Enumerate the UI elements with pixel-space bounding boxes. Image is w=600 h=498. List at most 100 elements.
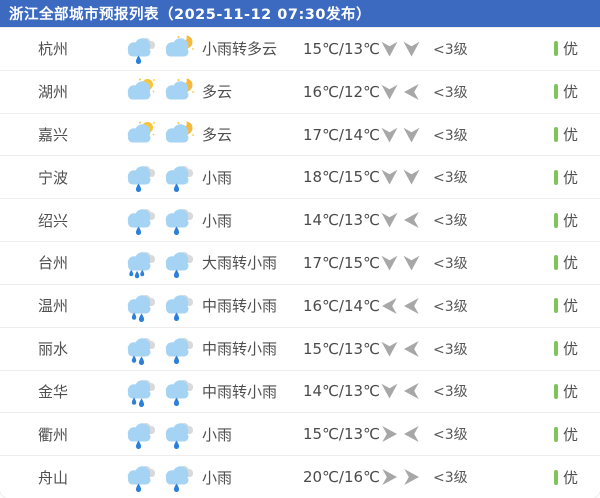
weather-icon-night bbox=[162, 75, 195, 108]
temperature-range: 15℃/13℃ bbox=[303, 339, 380, 358]
forecast-row: 嘉兴 多云 17℃/14℃ <3级 优 bbox=[0, 112, 600, 156]
city-name[interactable]: 衢州 bbox=[38, 425, 69, 444]
wind-arrows bbox=[381, 297, 430, 314]
forecast-row: 湖州 多云 16℃/12℃ <3级 优 bbox=[0, 69, 600, 113]
wind-arrows bbox=[381, 169, 430, 185]
city-name[interactable]: 绍兴 bbox=[38, 211, 69, 230]
weather-description: 中雨转小雨 bbox=[202, 340, 278, 359]
city-name[interactable]: 金华 bbox=[38, 382, 69, 401]
city-name[interactable]: 宁波 bbox=[38, 168, 69, 187]
aqi-badge[interactable]: 优 bbox=[554, 167, 600, 188]
weather-description: 中雨转小雨 bbox=[202, 382, 278, 401]
aqi-badge[interactable]: 优 bbox=[554, 252, 600, 273]
forecast-row: 宁波 小雨 18℃/15℃ <3级 优 bbox=[0, 155, 600, 199]
weather-icons bbox=[124, 75, 202, 108]
aqi-badge[interactable]: 优 bbox=[554, 124, 600, 145]
city-name[interactable]: 湖州 bbox=[38, 83, 69, 102]
light-rain-icon bbox=[165, 466, 193, 493]
weather-icons bbox=[124, 247, 202, 279]
wind-arrows bbox=[381, 83, 430, 100]
temperature-range: 16℃/12℃ bbox=[303, 82, 380, 101]
weather-description: 小雨 bbox=[202, 425, 233, 444]
aqi-badge[interactable]: 优 bbox=[554, 381, 600, 402]
aqi-label: 优 bbox=[563, 425, 579, 444]
forecast-row: 杭州 小雨转多云 15℃/13℃ <3级 优 bbox=[0, 27, 600, 70]
light-rain-icon bbox=[127, 466, 155, 493]
aqi-badge[interactable]: 优 bbox=[554, 38, 600, 59]
weather-icon-day bbox=[124, 461, 157, 493]
aqi-label: 优 bbox=[563, 211, 579, 230]
weather-icon-day bbox=[124, 418, 157, 450]
aqi-level-bar bbox=[554, 426, 558, 442]
cloudy-night-icon bbox=[165, 118, 194, 143]
wind-arrows bbox=[381, 41, 430, 57]
weather-icon-day bbox=[124, 33, 157, 65]
weather-icons bbox=[124, 333, 202, 365]
aqi-level-bar bbox=[554, 383, 558, 399]
aqi-badge[interactable]: 优 bbox=[554, 424, 600, 445]
weather-icon-day bbox=[124, 76, 157, 108]
wind-level: <3级 bbox=[433, 298, 468, 315]
forecast-row: 绍兴 小雨 14℃/13℃ <3级 优 bbox=[0, 198, 600, 242]
moderate-rain-icon bbox=[127, 294, 155, 322]
weather-icons bbox=[124, 461, 202, 493]
card-title: 浙江全部城市预报列表（2025-11-12 07:30发布） bbox=[9, 7, 371, 23]
city-name[interactable]: 杭州 bbox=[38, 40, 69, 59]
wind-level: <3级 bbox=[433, 170, 468, 187]
weather-icons bbox=[124, 290, 202, 322]
weather-icon-night bbox=[162, 375, 195, 407]
light-rain-icon bbox=[165, 209, 193, 236]
aqi-level-bar bbox=[554, 255, 558, 271]
weather-icon-day bbox=[124, 119, 157, 151]
weather-icons bbox=[124, 32, 202, 65]
cloudy-day-icon bbox=[127, 78, 155, 100]
light-rain-icon bbox=[127, 166, 155, 193]
wind-direction-down-icon bbox=[403, 170, 420, 185]
weather-description: 中雨转小雨 bbox=[202, 297, 278, 316]
light-rain-icon bbox=[165, 294, 193, 321]
forecast-row: 舟山 小雨 20℃/16℃ <3级 优 bbox=[0, 455, 600, 498]
city-name[interactable]: 舟山 bbox=[38, 468, 69, 487]
weather-icon-day bbox=[124, 290, 157, 322]
wind-direction-left-icon bbox=[404, 426, 419, 443]
weather-icon-night bbox=[162, 247, 195, 279]
light-rain-icon bbox=[165, 380, 193, 407]
weather-description: 小雨 bbox=[202, 468, 233, 487]
wind-direction-down-icon bbox=[381, 341, 398, 357]
aqi-level-bar bbox=[554, 41, 558, 57]
light-rain-icon bbox=[165, 337, 193, 364]
forecast-row: 台州 大雨转小雨 17℃/15℃ <3级 优 bbox=[0, 241, 600, 284]
wind-direction-right-icon bbox=[382, 426, 397, 443]
aqi-badge[interactable]: 优 bbox=[554, 81, 600, 102]
light-rain-icon bbox=[165, 166, 193, 193]
moderate-rain-icon bbox=[127, 337, 155, 365]
aqi-badge[interactable]: 优 bbox=[554, 210, 600, 231]
weather-icons bbox=[124, 161, 202, 193]
light-rain-icon bbox=[165, 423, 193, 450]
wind-direction-down-icon bbox=[381, 170, 398, 185]
wind-direction-down-icon bbox=[381, 84, 398, 100]
wind-arrows bbox=[381, 340, 430, 357]
aqi-badge[interactable]: 优 bbox=[554, 467, 600, 488]
aqi-label: 优 bbox=[563, 468, 579, 487]
cloudy-day-icon bbox=[127, 121, 155, 143]
wind-direction-down-icon bbox=[381, 212, 398, 228]
wind-arrows bbox=[381, 426, 430, 443]
aqi-badge[interactable]: 优 bbox=[554, 295, 600, 316]
forecast-rows: 杭州 小雨转多云 15℃/13℃ <3级 优 湖州 多云 16℃/12℃ <3级… bbox=[0, 27, 600, 498]
aqi-badge[interactable]: 优 bbox=[554, 338, 600, 359]
city-name[interactable]: 台州 bbox=[38, 254, 69, 273]
wind-arrows bbox=[381, 212, 430, 229]
weather-icon-night bbox=[162, 161, 195, 193]
city-name[interactable]: 温州 bbox=[38, 297, 69, 316]
weather-description: 多云 bbox=[202, 83, 233, 102]
wind-arrows bbox=[381, 127, 430, 143]
weather-description: 多云 bbox=[202, 126, 233, 145]
wind-arrows bbox=[381, 255, 430, 271]
city-name[interactable]: 丽水 bbox=[38, 340, 69, 359]
city-name[interactable]: 嘉兴 bbox=[38, 126, 69, 145]
light-rain-icon bbox=[127, 37, 155, 64]
wind-direction-left-icon bbox=[404, 297, 419, 314]
temperature-range: 16℃/14℃ bbox=[303, 296, 380, 315]
aqi-label: 优 bbox=[563, 40, 579, 59]
